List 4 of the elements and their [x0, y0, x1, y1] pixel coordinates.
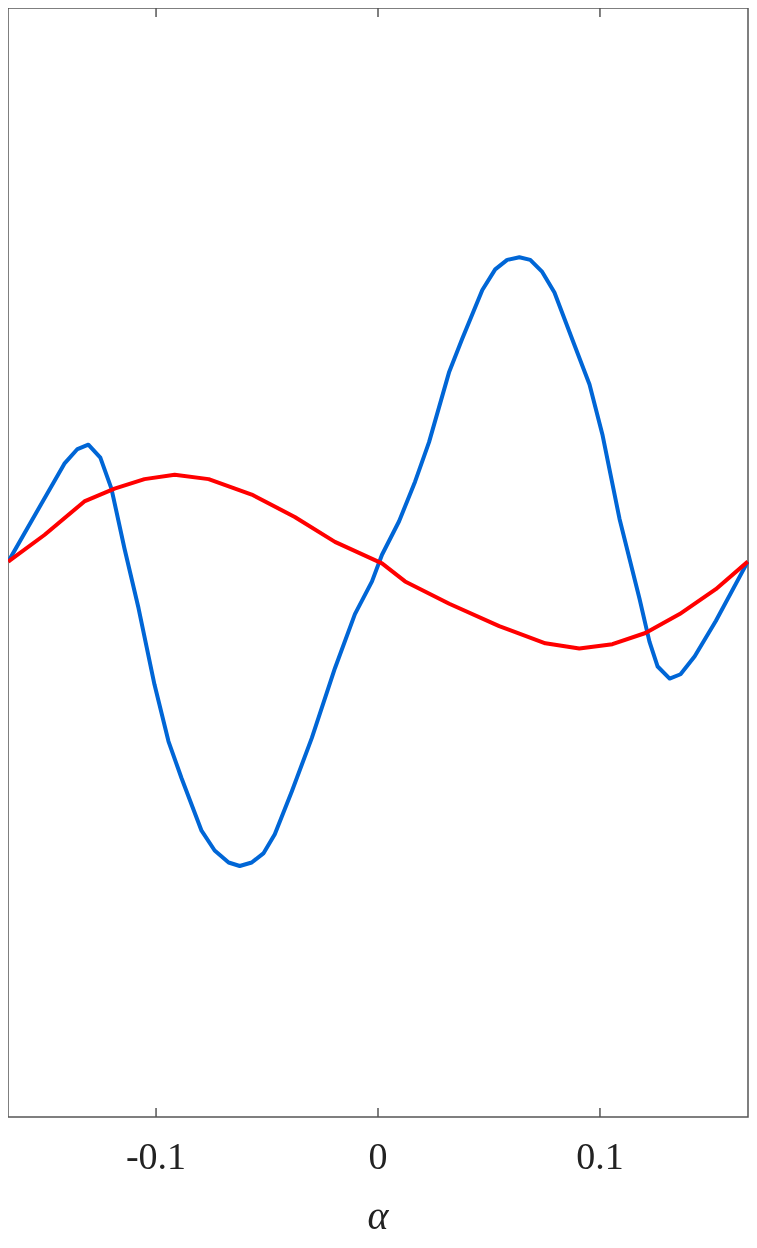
x-tick-label: 0 [368, 1135, 388, 1177]
x-axis-title: α [367, 1193, 390, 1238]
x-tick-label: -0.1 [125, 1135, 187, 1177]
x-tick-label: 0.1 [576, 1135, 624, 1177]
